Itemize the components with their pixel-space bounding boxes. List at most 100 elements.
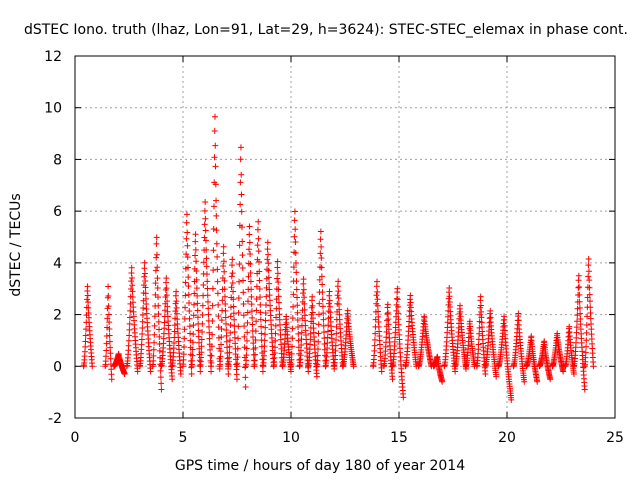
data-point (192, 252, 199, 259)
data-point (291, 233, 298, 240)
data-point (298, 329, 305, 336)
data-point (582, 354, 589, 361)
data-point (333, 330, 340, 337)
data-point (292, 226, 299, 233)
data-point (173, 298, 180, 305)
data-point (107, 344, 114, 351)
data-point (164, 298, 171, 305)
data-point (226, 343, 233, 350)
data-point (444, 329, 451, 336)
data-point (257, 294, 264, 301)
y-tick-label: 4 (53, 256, 62, 272)
data-point (246, 223, 253, 230)
satellite-arc (510, 310, 528, 385)
data-point (314, 352, 321, 359)
data-point (290, 264, 297, 271)
data-point (384, 317, 391, 324)
data-point (220, 250, 227, 257)
data-point (262, 324, 269, 331)
data-point (127, 307, 134, 314)
data-point (189, 339, 196, 346)
data-point (261, 331, 268, 338)
data-point (317, 263, 324, 270)
data-point (186, 300, 193, 307)
satellite-arc (242, 223, 258, 370)
data-point (265, 274, 272, 281)
data-point (294, 302, 301, 309)
data-point (332, 347, 339, 354)
data-point (173, 304, 180, 311)
data-point (394, 303, 401, 310)
data-point (192, 246, 199, 253)
data-point (249, 334, 256, 341)
data-point (400, 394, 407, 401)
data-point (276, 305, 283, 312)
data-point (208, 368, 215, 375)
data-point (313, 373, 320, 380)
data-point (185, 291, 192, 298)
data-point (218, 334, 225, 341)
data-point (475, 341, 482, 348)
data-point (307, 341, 314, 348)
data-point (194, 307, 201, 314)
data-point (238, 224, 245, 231)
data-point (210, 225, 217, 232)
data-point (183, 251, 190, 258)
satellite-arc (180, 211, 195, 378)
data-point (482, 371, 489, 378)
data-point (105, 283, 112, 290)
data-point (214, 290, 221, 297)
data-point (192, 231, 199, 238)
data-point (173, 288, 180, 295)
data-point (89, 363, 96, 370)
data-point (258, 323, 265, 330)
data-point (229, 270, 236, 277)
data-point (309, 293, 316, 300)
data-point (235, 309, 242, 316)
satellite-arc (495, 313, 515, 403)
data-point (151, 322, 158, 329)
data-point (350, 363, 357, 370)
data-point (203, 263, 210, 270)
data-point (275, 286, 282, 293)
data-point (128, 275, 135, 282)
data-point (335, 301, 342, 308)
data-point (218, 341, 225, 348)
satellite-arc (123, 264, 141, 375)
data-point (375, 313, 382, 320)
data-point (577, 316, 584, 323)
data-point (138, 336, 145, 343)
data-point (203, 271, 210, 278)
data-point (243, 357, 250, 364)
data-point (315, 330, 322, 337)
data-point (575, 272, 582, 279)
data-point (210, 267, 217, 274)
satellite-arc (188, 231, 204, 375)
data-point (128, 278, 135, 285)
data-point (160, 335, 167, 342)
data-point (240, 312, 247, 319)
data-point (234, 376, 240, 383)
data-point (576, 304, 583, 311)
data-point (291, 249, 298, 256)
data-point (259, 368, 266, 375)
y-tick-label: 2 (53, 308, 62, 324)
data-point (289, 325, 296, 332)
data-point (385, 309, 392, 316)
data-point (534, 378, 541, 385)
data-series (80, 113, 597, 403)
data-point (141, 265, 148, 272)
data-point (184, 264, 191, 271)
satellite-arc (102, 283, 115, 383)
data-point (586, 277, 593, 284)
data-point (246, 239, 253, 246)
data-point (384, 311, 391, 318)
data-point (103, 353, 110, 360)
data-point (223, 332, 230, 339)
data-point (244, 298, 251, 305)
data-point (209, 285, 216, 292)
axes-ticks: 0 5 10 15 20 25 -2 0 2 4 6 8 10 12 (44, 49, 624, 446)
data-point (154, 284, 161, 291)
data-point (293, 286, 300, 293)
data-point (237, 156, 244, 163)
